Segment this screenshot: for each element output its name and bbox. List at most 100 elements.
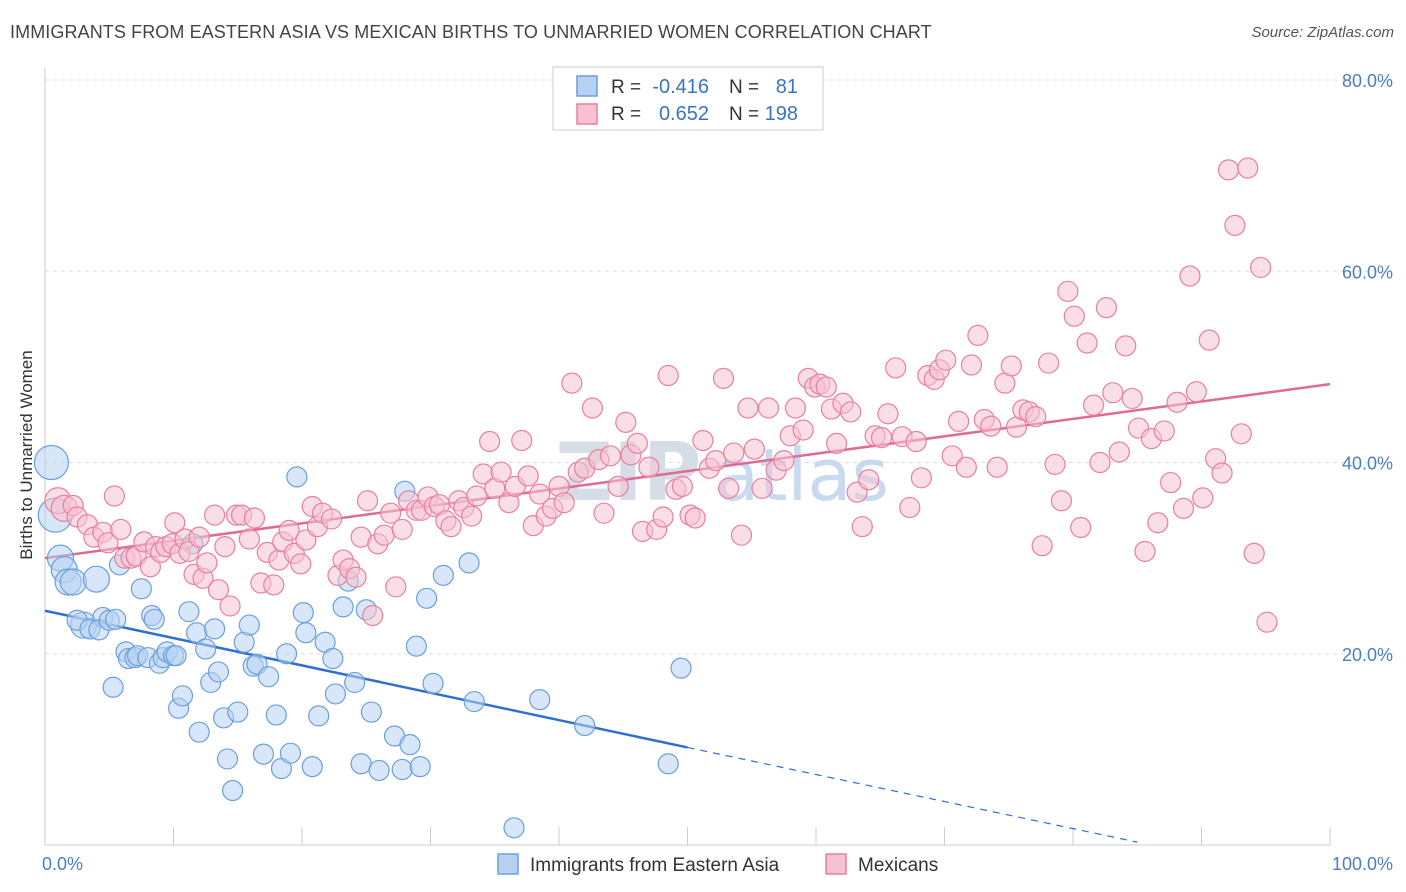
- mexicans-point-135: [877, 403, 899, 425]
- immigrants-point-47: [252, 743, 275, 765]
- immigrants-point-69: [391, 758, 413, 781]
- tick-labels: 20.0% 40.0% 60.0% 80.0% 0.0% 100.0%: [42, 71, 1393, 874]
- bottom-legend-mexicans: Mexicans: [858, 855, 938, 876]
- mexicans-point-140: [910, 467, 932, 489]
- mexicans-point-71: [466, 485, 488, 507]
- mexicans-point-183: [1185, 381, 1207, 403]
- legend-n-value-pink: 198: [765, 103, 798, 125]
- legend-n-value-blue: 81: [776, 76, 798, 98]
- mexicans-point-162: [1050, 490, 1073, 512]
- mexicans-point-127: [825, 432, 848, 454]
- legend-swatch-pink: [576, 103, 598, 125]
- mexicans-point-110: [718, 477, 740, 499]
- mexicans-point-78: [511, 429, 533, 452]
- mexicans-point-9: [110, 518, 132, 541]
- mexicans-point-79: [517, 465, 539, 487]
- mexicans-point-118: [773, 449, 795, 472]
- legend-box: [552, 66, 824, 131]
- mexicans-point-161: [1044, 453, 1066, 476]
- immigrants-point-13: [105, 608, 127, 630]
- immigrants-point-52: [279, 742, 302, 764]
- legend-r-value-blue: -0.416: [652, 76, 709, 98]
- mexicans-point-152: [986, 456, 1008, 478]
- mexicans-point-165: [1070, 516, 1092, 539]
- mexicans-point-54: [362, 604, 384, 627]
- immigrants-point-20: [130, 578, 152, 600]
- series-mexicans-points: [44, 157, 1278, 633]
- mexicans-point-154: [1000, 355, 1022, 377]
- mexicans-point-29: [214, 536, 236, 558]
- immigrants-point-73: [409, 755, 431, 778]
- immigrants-point-51: [275, 643, 298, 665]
- mexicans-point-177: [1147, 512, 1169, 534]
- immigrants-point-48: [257, 666, 280, 688]
- mexicans-point-7: [97, 532, 119, 554]
- legend-n-label-pink: N =: [729, 104, 759, 125]
- mexicans-point-151: [980, 415, 1002, 437]
- immigrants-point-81: [574, 714, 596, 737]
- mexicans-point-178: [1153, 420, 1175, 442]
- y-tick-label-3: 80.0%: [1342, 71, 1393, 91]
- mexicans-point-24: [188, 526, 210, 548]
- mexicans-point-148: [960, 354, 983, 376]
- mexicans-point-132: [858, 469, 880, 491]
- immigrants-point-41: [222, 779, 244, 802]
- immigrants-point-61: [332, 596, 354, 618]
- immigrants-point-44: [238, 614, 260, 636]
- immigrants-point-79: [503, 817, 525, 839]
- mexicans-point-106: [692, 429, 714, 452]
- mexicans-point-139: [905, 430, 927, 453]
- y-tick-label-2: 60.0%: [1342, 262, 1393, 282]
- mexicans-point-149: [967, 324, 989, 346]
- immigrants-point-49: [265, 704, 287, 726]
- immigrants-point-37: [204, 618, 226, 640]
- mexicans-point-22: [178, 540, 200, 563]
- mexicans-point-129: [840, 401, 862, 423]
- immigrants-point-71: [399, 733, 421, 756]
- mexicans-point-173: [1121, 387, 1143, 410]
- mexicans-point-182: [1179, 265, 1201, 287]
- mexicans-point-27: [204, 504, 226, 526]
- mexicans-point-57: [380, 502, 402, 524]
- mexicans-point-94: [615, 411, 637, 433]
- immigrants-point-83: [670, 657, 692, 679]
- mexicans-point-111: [723, 442, 745, 464]
- mexicans-point-112: [730, 524, 753, 546]
- mexicans-point-144: [935, 349, 957, 371]
- mexicans-point-170: [1102, 382, 1124, 404]
- mexicans-point-181: [1172, 497, 1195, 519]
- mexicans-point-158: [1025, 406, 1047, 428]
- mexicans-point-103: [671, 475, 693, 498]
- mexicans-point-75: [490, 461, 512, 483]
- mexicans-point-160: [1037, 352, 1060, 374]
- y-tick-label-1: 40.0%: [1342, 454, 1393, 474]
- mexicans-point-194: [1256, 611, 1278, 633]
- mexicans-point-190: [1230, 423, 1252, 445]
- mexicans-point-193: [1250, 256, 1272, 279]
- mexicans-point-51: [345, 566, 367, 588]
- mexicans-point-28: [207, 579, 230, 601]
- mexicans-point-47: [320, 508, 343, 530]
- mexicans-point-159: [1031, 535, 1053, 557]
- immigrants-point-56: [301, 755, 323, 778]
- mexicans-point-34: [243, 507, 266, 529]
- correlation-legend: R = -0.416 N = 81 R = 0.652 N = 198: [552, 66, 824, 131]
- mexicans-point-37: [263, 574, 285, 596]
- legend-n-label-blue: N =: [729, 77, 759, 98]
- mexicans-point-116: [757, 397, 780, 419]
- mexicans-point-134: [870, 427, 893, 449]
- immigrants-point-5: [59, 568, 87, 596]
- mexicans-point-108: [705, 449, 727, 472]
- mexicans-point-166: [1076, 332, 1098, 354]
- immigrants-point-53: [286, 466, 308, 488]
- immigrants-point-74: [416, 587, 438, 609]
- mexicans-point-56: [373, 524, 395, 546]
- immigrants-point-38: [207, 661, 230, 683]
- mexicans-point-114: [743, 438, 765, 460]
- mexicans-point-164: [1063, 305, 1085, 327]
- mexicans-point-109: [712, 367, 735, 389]
- mexicans-point-33: [238, 528, 260, 550]
- legend-r-label-blue: R =: [611, 77, 641, 98]
- mexicans-point-146: [948, 410, 970, 432]
- immigrants-point-60: [324, 683, 347, 705]
